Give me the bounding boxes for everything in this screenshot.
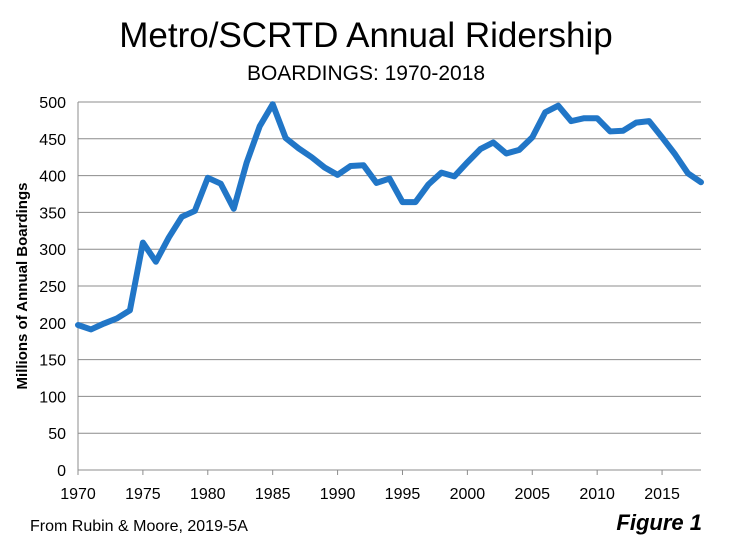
data-point bbox=[413, 200, 418, 205]
data-point bbox=[543, 110, 548, 115]
chart-subtitle: BOARDINGS: 1970-2018 bbox=[246, 62, 486, 85]
data-point bbox=[348, 164, 353, 169]
data-points bbox=[76, 102, 703, 332]
data-point bbox=[153, 259, 158, 264]
data-point bbox=[205, 175, 210, 180]
y-tick-label: 150 bbox=[39, 353, 66, 370]
data-point bbox=[530, 135, 535, 140]
chart-title: Metro/SCRTD Annual Ridership bbox=[119, 16, 613, 55]
data-point bbox=[439, 170, 444, 175]
data-point bbox=[504, 151, 509, 156]
series-line-annual-boardings bbox=[75, 101, 704, 333]
y-tick-label: 200 bbox=[39, 316, 66, 333]
data-point bbox=[179, 214, 184, 219]
y-tick-label: 100 bbox=[39, 389, 66, 406]
data-point bbox=[491, 140, 496, 145]
y-tick-label: 300 bbox=[39, 242, 66, 259]
y-tick-label: 400 bbox=[39, 169, 66, 186]
data-point bbox=[335, 172, 340, 177]
data-point bbox=[140, 240, 145, 245]
data-point bbox=[465, 160, 470, 165]
data-point bbox=[647, 119, 652, 124]
data-point bbox=[101, 321, 106, 326]
data-point bbox=[166, 235, 171, 240]
x-tick-label: 1990 bbox=[320, 486, 356, 503]
x-tick-label: 1980 bbox=[190, 486, 226, 503]
data-point bbox=[270, 102, 275, 107]
data-point bbox=[296, 146, 301, 151]
data-point bbox=[231, 206, 236, 211]
data-point bbox=[374, 180, 379, 185]
data-point bbox=[699, 180, 703, 185]
data-point bbox=[244, 160, 249, 165]
data-point bbox=[686, 171, 691, 176]
data-point bbox=[88, 327, 93, 332]
y-tick-label: 350 bbox=[39, 205, 66, 222]
data-point bbox=[621, 128, 626, 133]
x-tick-label: 2000 bbox=[450, 486, 486, 503]
x-tick-labels: 1970 1975 1980 1985 1990 1995 2000 2005 2010 2015 bbox=[60, 470, 680, 503]
data-point bbox=[608, 129, 613, 134]
data-point bbox=[673, 152, 678, 157]
data-point bbox=[400, 200, 405, 205]
data-point bbox=[76, 323, 80, 328]
data-point bbox=[452, 174, 457, 179]
source-note: From Rubin & Moore, 2019-5A bbox=[30, 518, 248, 535]
data-point bbox=[660, 135, 665, 140]
gridlines bbox=[78, 101, 701, 434]
data-point bbox=[634, 120, 639, 125]
y-tick-label: 250 bbox=[39, 279, 66, 296]
data-point bbox=[322, 165, 327, 170]
data-point bbox=[127, 308, 132, 313]
y-tick-label: 0 bbox=[57, 463, 66, 480]
data-point bbox=[582, 116, 587, 121]
data-point bbox=[361, 163, 366, 168]
data-point bbox=[556, 103, 561, 108]
x-tick-label: 1985 bbox=[255, 486, 291, 503]
figure-label: Figure 1 bbox=[616, 510, 702, 535]
data-point bbox=[569, 119, 574, 124]
data-point bbox=[283, 136, 288, 141]
y-axis-label: Millions of Annual Boardings bbox=[14, 183, 31, 390]
y-tick-label: 450 bbox=[39, 132, 66, 149]
x-tick-label: 1970 bbox=[60, 486, 96, 503]
data-point bbox=[478, 147, 483, 152]
data-point bbox=[257, 124, 262, 129]
data-point bbox=[114, 316, 119, 321]
data-point bbox=[192, 208, 197, 213]
x-tick-label: 2015 bbox=[644, 486, 680, 503]
data-point bbox=[426, 182, 431, 187]
y-tick-label: 500 bbox=[39, 95, 66, 112]
data-point bbox=[309, 155, 314, 160]
data-point bbox=[387, 176, 392, 181]
data-point bbox=[517, 147, 522, 152]
data-point bbox=[595, 116, 600, 121]
x-tick-label: 1975 bbox=[125, 486, 161, 503]
x-tick-label: 2010 bbox=[579, 486, 615, 503]
x-tick-label: 1995 bbox=[385, 486, 421, 503]
x-tick-label: 2005 bbox=[514, 486, 550, 503]
y-tick-label: 50 bbox=[48, 426, 66, 443]
data-point bbox=[218, 181, 223, 186]
y-tick-labels: 0 50 100 150 200 250 300 350 400 450 500 bbox=[39, 95, 66, 480]
